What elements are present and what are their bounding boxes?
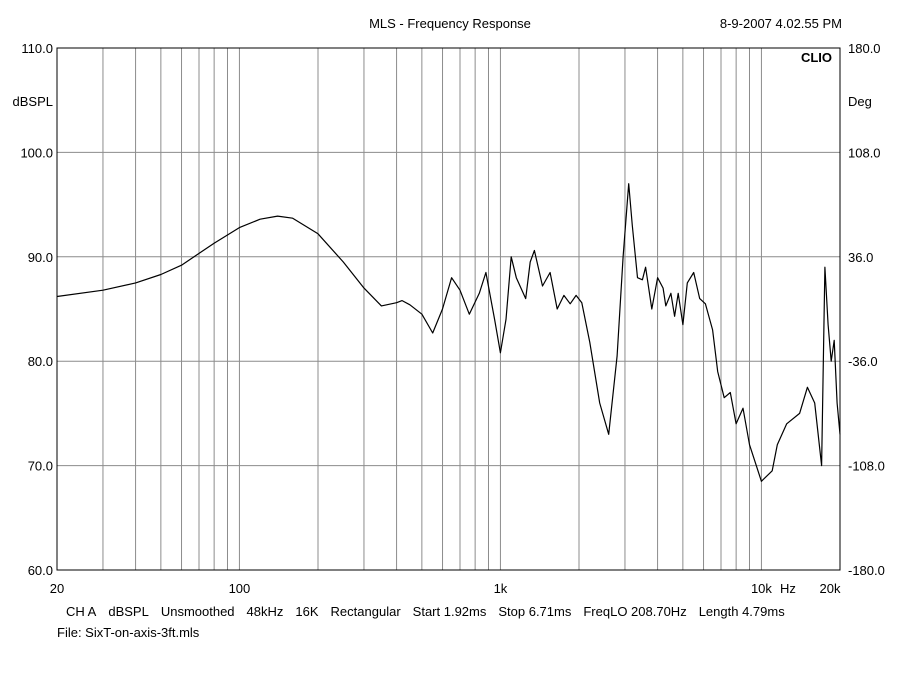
measurement-settings: CH A dBSPL Unsmoothed 48kHz 16K Rectangular St… [66, 604, 785, 619]
file-name: File: SixT-on-axis-3ft.mls [57, 625, 200, 640]
y-tick-label: 80.0 [28, 354, 53, 369]
y-tick-label: 70.0 [28, 459, 53, 474]
y-tick-label: 110.0 [21, 41, 53, 56]
setting-item: Unsmoothed [161, 604, 235, 619]
setting-item: Start 1.92ms [413, 604, 487, 619]
setting-item: FreqLO 208.70Hz [583, 604, 686, 619]
x-tick-label: 20 [50, 581, 64, 596]
y2-tick-label: -180.0 [848, 563, 885, 578]
chart-title: MLS - Frequency Response [369, 16, 531, 31]
y-tick-label: 90.0 [28, 250, 53, 265]
y-axis-label: dBSPL [13, 94, 53, 109]
setting-item: Length 4.79ms [699, 604, 786, 619]
y2-tick-label: 180.0 [848, 41, 881, 56]
setting-item: dBSPL [108, 604, 148, 619]
series-line [56, 183, 841, 482]
setting-item: CH A [66, 604, 97, 619]
settings-line: CH A dBSPL Unsmoothed 48kHz 16K Rectangular St… [66, 604, 785, 619]
y-tick-label: 60.0 [28, 563, 53, 578]
y2-tick-label: -108.0 [848, 459, 885, 474]
y2-axis-label: Deg [848, 94, 872, 109]
y-tick-label: 100.0 [20, 145, 53, 160]
plot-frame [56, 47, 841, 571]
clio-brand-label: CLIO [801, 50, 832, 65]
timestamp: 8-9-2007 4.02.55 PM [720, 16, 842, 31]
setting-item: Rectangular [331, 604, 402, 619]
y2-tick-labels: -180.0 -108.0 -36.0 36.0 108.0 180.0 [848, 41, 885, 578]
y2-tick-label: 36.0 [848, 250, 873, 265]
y2-tick-label: 108.0 [848, 145, 881, 160]
x-tick-label: 1k [494, 581, 508, 596]
y-tick-labels: 60.0 70.0 80.0 90.0 100.0 110.0 [20, 41, 53, 578]
x-axis-label: Hz [780, 581, 796, 596]
x-tick-label: 20k [820, 581, 841, 596]
x-tick-labels: 20 100 1k 10k 20k [50, 581, 841, 596]
setting-item: 16K [295, 604, 318, 619]
x-tick-label: 100 [229, 581, 251, 596]
y2-tick-label: -36.0 [848, 354, 878, 369]
setting-item: Stop 6.71ms [498, 604, 571, 619]
x-tick-label: 10k [751, 581, 772, 596]
grid-lines [57, 47, 840, 571]
setting-item: 48kHz [247, 604, 284, 619]
